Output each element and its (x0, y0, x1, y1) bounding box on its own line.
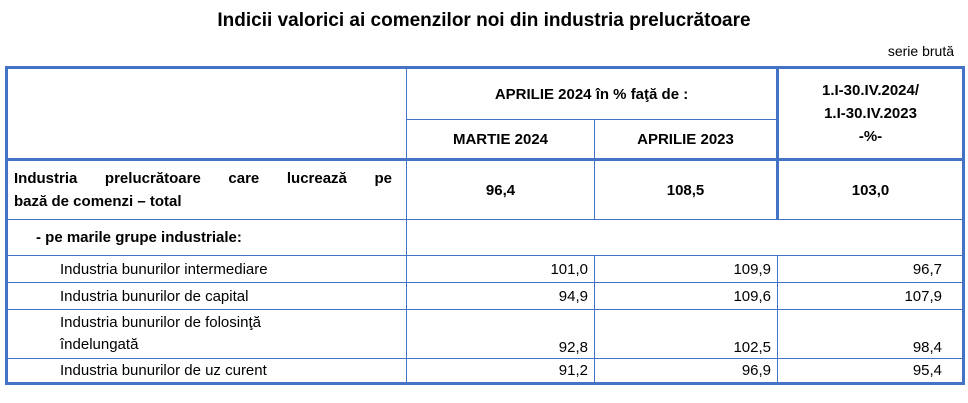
table-row: Industria bunurilor de uz curent 91,2 96… (6, 358, 965, 384)
header-group-cell: APRILIE 2024 în % faţă de : (405, 67, 779, 120)
row-value-april: 96,9 (593, 358, 779, 384)
row-value-cumulative: 95,4 (777, 358, 965, 384)
row-value-cumulative: 96,7 (777, 255, 965, 283)
groups-empty-cell (406, 219, 778, 256)
header-empty-cell (6, 67, 407, 161)
row-label: Industria bunurilor de uz curent (6, 358, 407, 384)
total-value-march: 96,4 (406, 159, 595, 220)
row-value-cumulative: 107,9 (777, 282, 965, 310)
table-row: Industria bunurilor de capital 94,9 109,… (6, 282, 965, 310)
page-title: Indicii valorici ai comenzilor noi din i… (217, 10, 751, 31)
groups-empty-cell-right (777, 219, 965, 256)
header-col-april: APRILIE 2023 (593, 119, 779, 161)
total-label: Industria prelucrătoare care lucrează pe… (6, 159, 407, 220)
header-col-march: MARTIE 2024 (406, 119, 595, 161)
table-row: Industria bunurilor de folosinţă îndelun… (6, 309, 965, 359)
groups-label-row: - pe marile grupe industriale: (6, 219, 965, 256)
row-value-march: 92,8 (406, 309, 595, 359)
groups-label: - pe marile grupe industriale: (6, 219, 407, 256)
row-label: Industria bunurilor de capital (6, 282, 407, 310)
table-row: Industria bunurilor intermediare 101,0 1… (6, 255, 965, 283)
header-row-1: APRILIE 2024 în % faţă de : 1.I-30.IV.20… (6, 67, 965, 161)
series-note: serie brută (887, 43, 954, 59)
row-label: Industria bunurilor intermediare (6, 255, 407, 283)
row-value-cumulative: 98,4 (777, 309, 965, 359)
total-value-april: 108,5 (593, 159, 779, 220)
row-value-march: 101,0 (406, 255, 595, 283)
row-value-march: 94,9 (406, 282, 595, 310)
total-value-cumulative: 103,0 (776, 159, 965, 220)
row-label: Industria bunurilor de folosinţă îndelun… (6, 309, 407, 359)
row-value-april: 102,5 (593, 309, 779, 359)
total-row: Industria prelucrătoare care lucrează pe… (6, 159, 965, 220)
row-value-april: 109,6 (593, 282, 779, 310)
row-value-march: 91,2 (406, 358, 595, 384)
header-cumulative-cell: 1.I-30.IV.2024/ 1.I-30.IV.2023 -%- (776, 67, 965, 161)
data-table: APRILIE 2024 în % faţă de : 1.I-30.IV.20… (5, 66, 966, 385)
row-value-april: 109,9 (593, 255, 779, 283)
header-row-2: MARTIE 2024 APRILIE 2023 (7, 119, 964, 161)
